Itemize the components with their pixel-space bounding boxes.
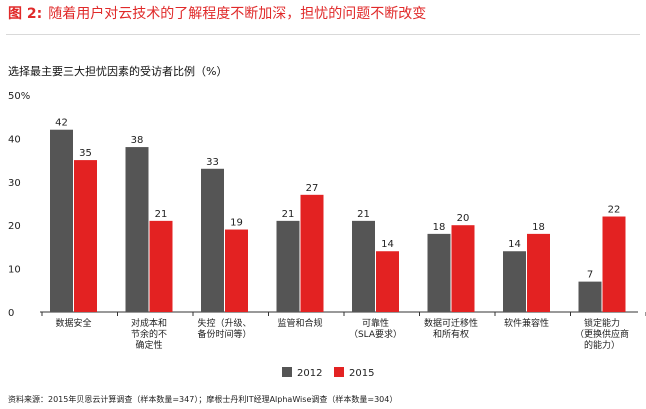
bar-2012 — [50, 129, 73, 312]
bar-2012 — [352, 220, 375, 312]
legend-label-2012: 2012 — [297, 368, 322, 379]
category-label: 锁定能力 — [584, 317, 620, 329]
data-label-2012: 33 — [206, 157, 219, 168]
category-label: （SLA要求） — [349, 328, 402, 340]
bar-2012 — [276, 220, 300, 312]
category-label: 节余的不 — [131, 328, 167, 340]
legend-label-2015: 2015 — [349, 368, 374, 379]
category-label: 监管和合规 — [277, 317, 322, 329]
data-label-2015: 19 — [230, 218, 243, 229]
category-label: （更换供应商 — [575, 328, 629, 340]
data-label-2015: 18 — [532, 222, 545, 233]
category-label: 数据安全 — [55, 317, 91, 329]
category-label: 失控（升级、 — [197, 317, 251, 329]
title-divider — [6, 34, 640, 35]
category-label: 的能力） — [584, 339, 620, 351]
chart-subtitle: 选择最主要三大担忧因素的受访者比例（%） — [8, 65, 228, 78]
data-label-2015: 27 — [306, 183, 319, 194]
bar-2012 — [125, 147, 149, 312]
category-label: 软件兼容性 — [504, 317, 549, 329]
data-label-2015: 14 — [381, 239, 394, 250]
data-label-2012: 38 — [131, 135, 144, 146]
bar-2012 — [503, 251, 526, 312]
category-label: 数据可迁移性 — [424, 317, 478, 329]
data-label-2012: 14 — [508, 239, 521, 250]
data-label-2012: 7 — [587, 270, 593, 281]
bar-2012 — [427, 233, 451, 312]
category-label: 和所有权 — [433, 328, 469, 340]
data-label-2015: 22 — [608, 205, 621, 216]
data-label-2015: 20 — [457, 213, 470, 224]
legend-swatch-2012 — [282, 367, 292, 377]
y-tick-label: 40 — [8, 134, 21, 145]
source-note: 资料来源：2015年贝恩云计算调查（样本数量=347）；摩根士丹利IT经理Alp… — [8, 395, 398, 404]
category-label: 可靠性 — [362, 317, 389, 329]
bar-2015 — [602, 216, 626, 312]
bar-2015 — [74, 160, 97, 312]
bar-2012 — [578, 281, 602, 312]
y-tick-label: 20 — [8, 221, 21, 232]
data-label-2012: 42 — [55, 118, 68, 129]
category-label: 备份时间等） — [197, 328, 251, 340]
y-tick-label: 50% — [8, 91, 30, 102]
figure-title: 图 2: 随着用户对云技术的了解程度不断加深，担忧的问题不断改变 — [8, 5, 426, 23]
y-tick-label: 10 — [8, 265, 21, 276]
category-label: 对成本和 — [131, 317, 167, 329]
y-tick-label: 30 — [8, 178, 21, 189]
data-label-2012: 21 — [282, 209, 295, 220]
bar-2015 — [451, 225, 475, 312]
bar-2015 — [527, 233, 550, 312]
bar-2015 — [149, 220, 173, 312]
figure-label: 图 2: — [8, 6, 43, 22]
bar-2012 — [201, 168, 224, 312]
bar-2015 — [300, 194, 324, 312]
data-label-2012: 21 — [357, 209, 370, 220]
bar-2015 — [225, 229, 248, 312]
data-label-2015: 35 — [79, 148, 92, 159]
category-label: 确定性 — [135, 339, 162, 351]
y-tick-label: 0 — [8, 308, 14, 319]
data-label-2012: 18 — [433, 222, 446, 233]
data-label-2015: 21 — [155, 209, 168, 220]
figure-title-text: 随着用户对云技术的了解程度不断加深，担忧的问题不断改变 — [48, 6, 427, 22]
bar-2015 — [376, 251, 399, 312]
legend-swatch-2015 — [334, 367, 344, 377]
